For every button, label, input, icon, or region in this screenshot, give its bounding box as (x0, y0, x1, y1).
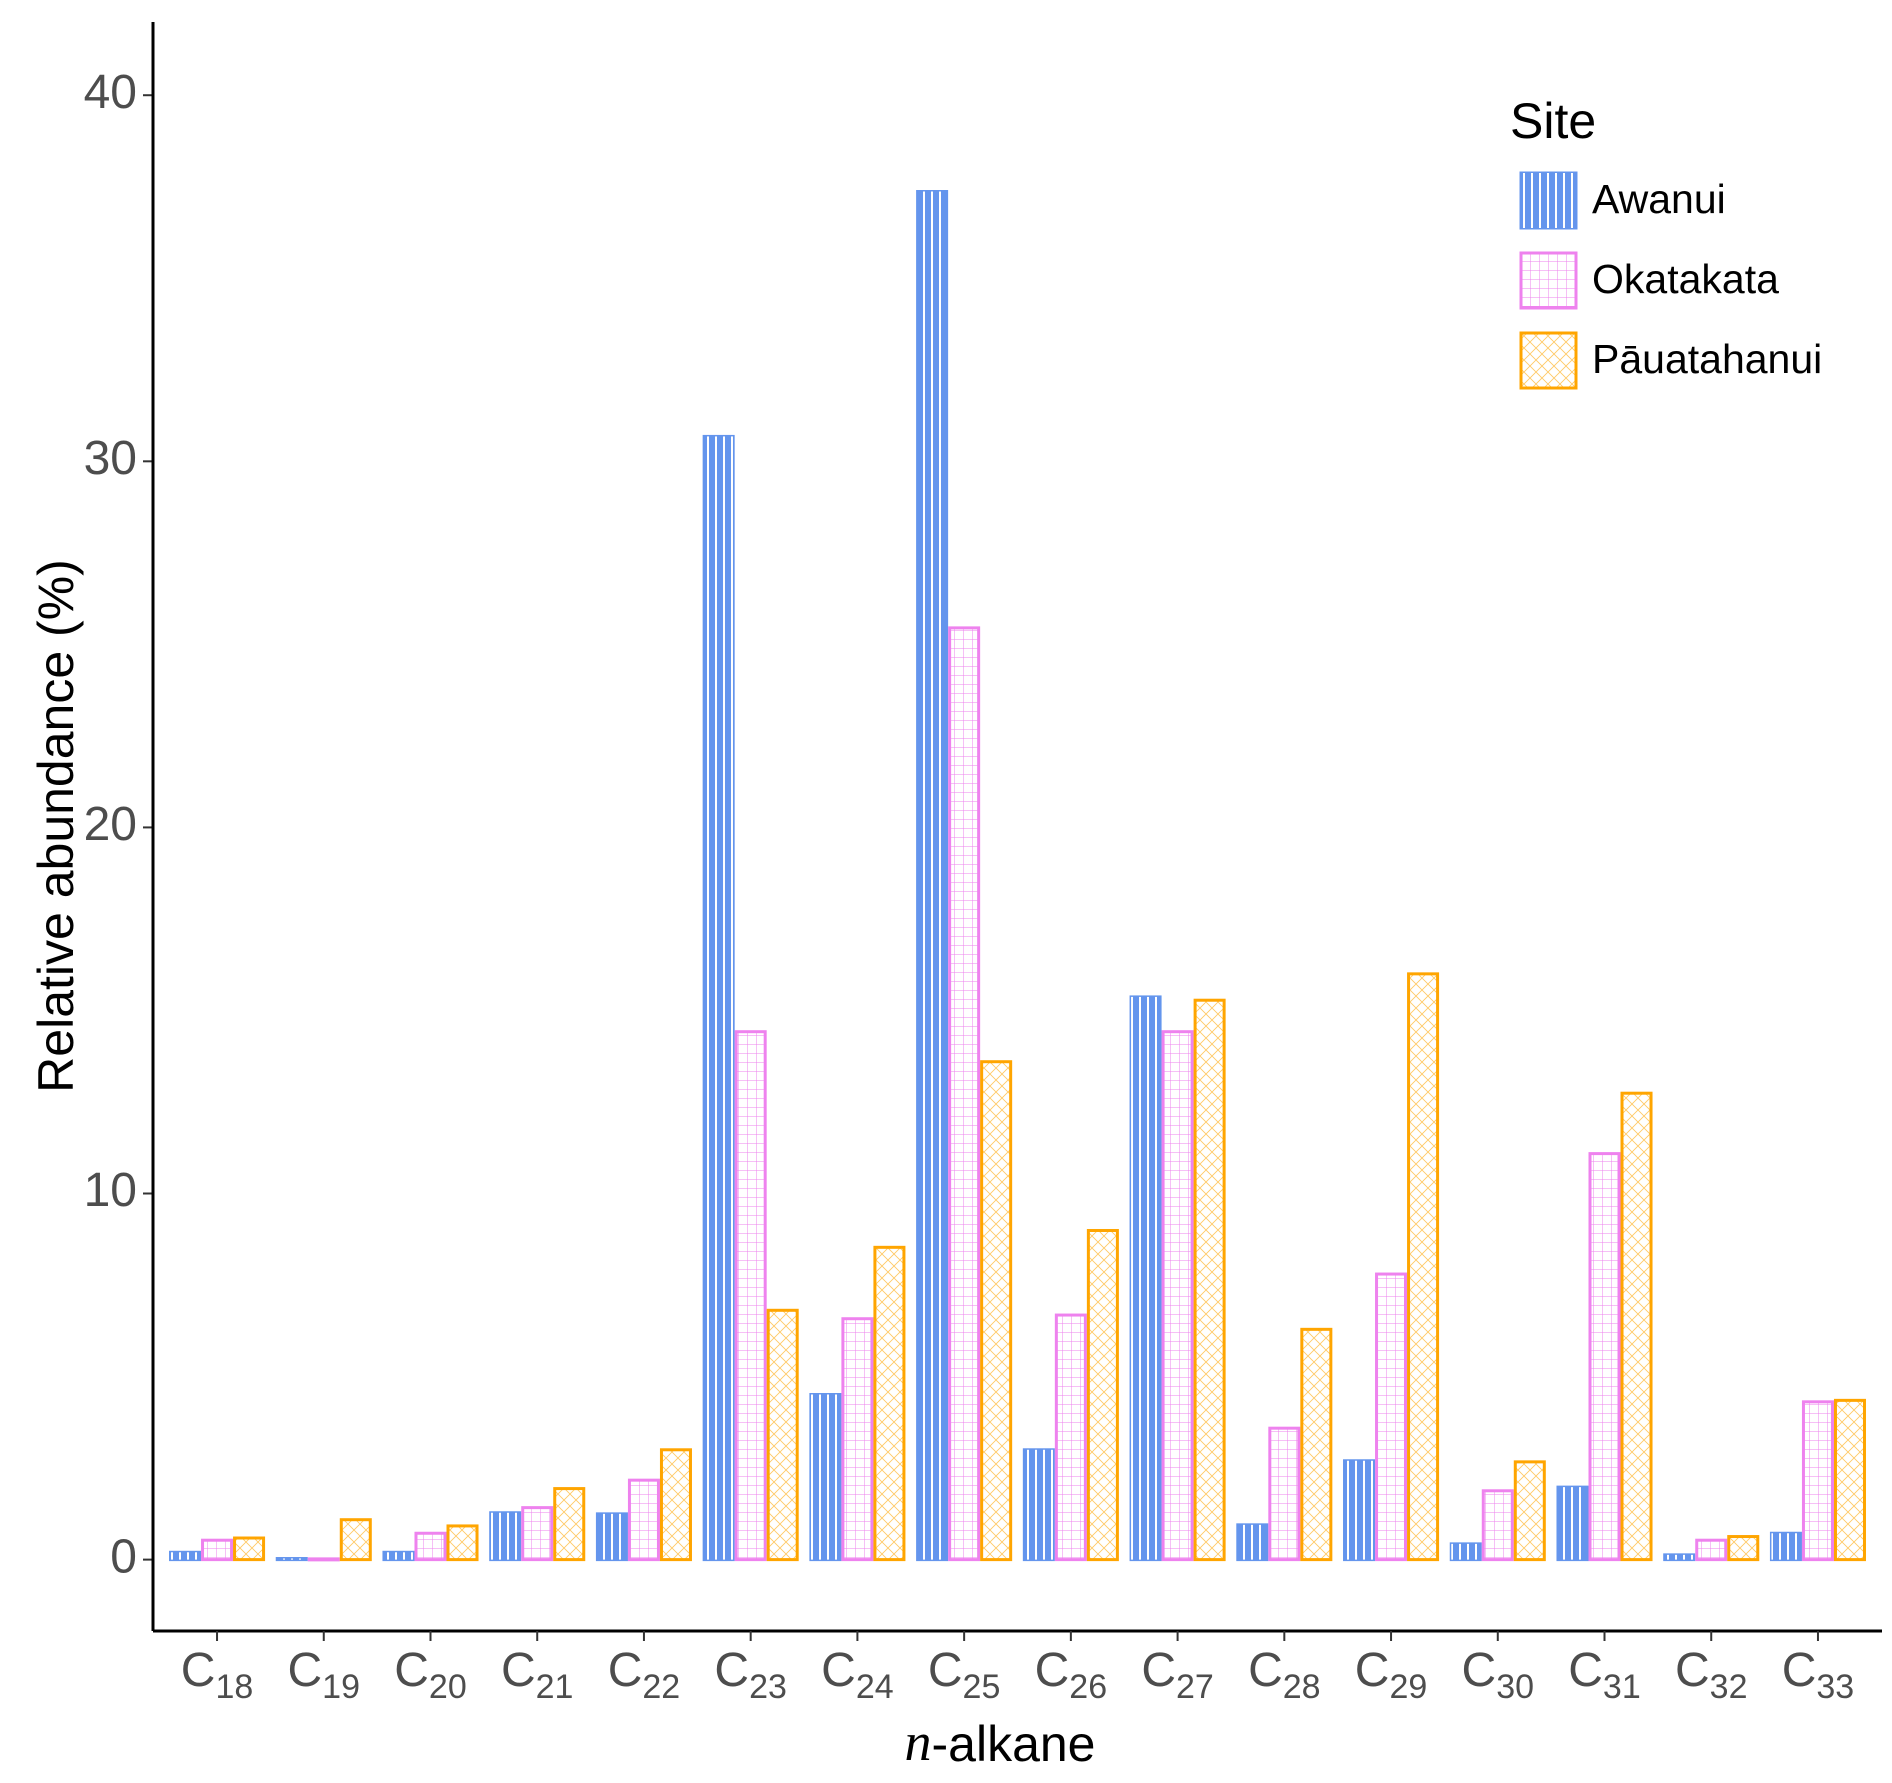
bar (201, 1538, 234, 1562)
y-tick-label: 10 (84, 1164, 137, 1217)
x-tick-label: C29 (1355, 1644, 1428, 1706)
legend-key-pattern (1521, 173, 1576, 228)
bar (1833, 1398, 1866, 1562)
legend-label: Pāuatahanui (1592, 336, 1822, 382)
legend-title: Site (1510, 93, 1596, 149)
legend-key (1519, 251, 1578, 310)
bar (521, 1506, 554, 1562)
bar (233, 1536, 266, 1562)
bar (1300, 1327, 1333, 1562)
bar-pattern (704, 436, 734, 1560)
bar (1161, 1030, 1194, 1562)
bar-pattern (277, 1558, 307, 1560)
y-tick-label: 20 (84, 798, 137, 851)
bar (553, 1487, 586, 1562)
bar (1727, 1535, 1760, 1562)
bar (1268, 1426, 1301, 1562)
bar (1193, 998, 1226, 1562)
legend-label: Okatakata (1592, 256, 1779, 302)
bar (339, 1518, 372, 1562)
x-tick-label: C25 (928, 1644, 1001, 1706)
x-tick-label: C33 (1782, 1644, 1855, 1706)
bar (1086, 1228, 1119, 1562)
bar (980, 1060, 1013, 1562)
bar-pattern (1131, 996, 1161, 1560)
x-tick-label: C21 (501, 1644, 574, 1706)
y-tick-label: 40 (84, 66, 137, 119)
x-tick-label: C30 (1462, 1644, 1535, 1706)
x-tick-label: C20 (394, 1644, 467, 1706)
bar (766, 1308, 799, 1562)
x-tick-label: C28 (1248, 1644, 1321, 1706)
bar (1375, 1272, 1408, 1562)
legend-label: Awanui (1592, 176, 1726, 222)
bar (307, 1557, 340, 1562)
bar (1054, 1313, 1087, 1562)
bar (841, 1317, 874, 1562)
bar (1481, 1489, 1514, 1562)
y-tick-label: 0 (110, 1530, 137, 1583)
legend-key (1519, 331, 1578, 390)
bar-pattern (1557, 1487, 1587, 1560)
bar-pattern (1451, 1543, 1481, 1560)
x-tick-label: C23 (714, 1644, 787, 1706)
bar-pattern (810, 1394, 840, 1560)
bar (1588, 1152, 1621, 1562)
bar (734, 1030, 767, 1562)
bar (948, 626, 981, 1562)
bar-pattern (1237, 1524, 1267, 1560)
x-tick-label: C31 (1568, 1644, 1641, 1706)
x-tick-label: C18 (181, 1644, 254, 1706)
bar-pattern (1344, 1460, 1374, 1560)
x-tick-label: C24 (821, 1644, 894, 1706)
bar-pattern (1024, 1449, 1054, 1560)
bar-pattern (170, 1552, 200, 1560)
bar-pattern (490, 1512, 520, 1560)
x-tick-label: C22 (608, 1644, 681, 1706)
bar-pattern (597, 1513, 627, 1560)
bar (627, 1478, 660, 1562)
bar-pattern (383, 1552, 413, 1560)
bar (446, 1524, 479, 1562)
x-tick-label: C19 (288, 1644, 361, 1706)
x-axis-title: n-alkane (905, 1712, 1096, 1772)
bar-pattern (917, 191, 947, 1560)
x-tick-label: C26 (1035, 1644, 1108, 1706)
bar (1513, 1460, 1546, 1562)
bar-pattern (1771, 1533, 1801, 1560)
bar (659, 1448, 692, 1562)
bar-pattern (1664, 1554, 1694, 1560)
bar (1407, 972, 1440, 1562)
bar (873, 1245, 906, 1562)
x-tick-label: C32 (1675, 1644, 1748, 1706)
x-tick-label: C27 (1141, 1644, 1214, 1706)
bar (414, 1531, 447, 1562)
bar (1695, 1538, 1728, 1562)
y-axis-title: Relative abundance (%) (28, 559, 84, 1093)
y-tick-label: 30 (84, 432, 137, 485)
bar (1801, 1400, 1834, 1562)
bar (1620, 1091, 1653, 1562)
